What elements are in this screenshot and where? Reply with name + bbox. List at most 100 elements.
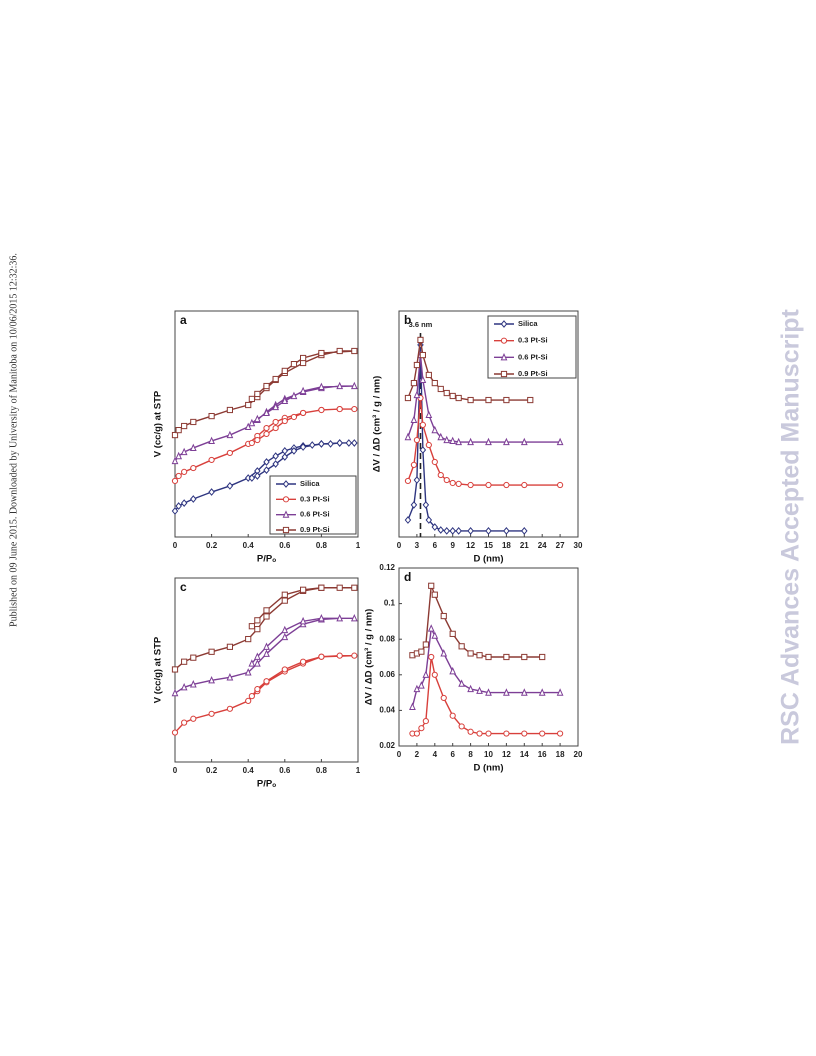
series-line [174, 350, 355, 436]
x-tick-label: 24 [538, 541, 547, 550]
marker [455, 480, 462, 487]
marker [175, 502, 182, 510]
marker [318, 440, 325, 448]
marker [443, 527, 450, 535]
side-note: Published on 09 June 2015. Downloaded by… [8, 253, 19, 627]
panel-label: c [180, 580, 187, 594]
series-line [407, 397, 561, 486]
marker [556, 688, 564, 696]
marker [190, 464, 197, 472]
marker [350, 613, 358, 622]
marker [431, 631, 439, 639]
marker [290, 391, 298, 400]
marker [318, 653, 325, 660]
x-tick-label: 14 [520, 750, 529, 759]
marker [253, 652, 261, 660]
marker [503, 688, 510, 696]
marker [557, 481, 564, 489]
x-tick-label: 0 [397, 750, 402, 759]
marker [419, 446, 427, 454]
marker [458, 643, 465, 650]
panel-label: b [404, 313, 411, 327]
marker [410, 415, 418, 424]
marker [427, 624, 435, 632]
marker [449, 436, 457, 445]
marker [226, 705, 233, 712]
marker [425, 516, 433, 524]
marker [467, 684, 474, 693]
marker [417, 336, 424, 344]
marker [485, 688, 492, 696]
x-tick-label: 1 [356, 541, 361, 550]
marker [281, 447, 289, 455]
legend-box [269, 475, 357, 535]
marker [503, 481, 510, 489]
marker [226, 643, 234, 650]
marker [428, 653, 435, 661]
marker [254, 436, 261, 444]
marker [318, 613, 325, 622]
marker [485, 396, 492, 404]
marker [556, 437, 564, 446]
marker [189, 443, 197, 452]
x-tick-label: 4 [433, 750, 438, 759]
marker [476, 652, 483, 659]
marker [254, 472, 261, 480]
marker [226, 673, 234, 681]
legend-label: Silica [518, 319, 538, 328]
marker [282, 480, 290, 488]
x-tick-label: 21 [520, 541, 529, 550]
marker [248, 439, 255, 447]
marker [263, 382, 270, 390]
marker [263, 607, 270, 614]
marker [300, 586, 307, 593]
marker [300, 359, 307, 367]
marker [253, 414, 261, 423]
marker [171, 477, 179, 485]
marker [263, 458, 270, 466]
legend-label: 0.9 Pt-Si [518, 369, 548, 378]
marker [171, 729, 179, 736]
x-tick-label: 0.6 [279, 766, 291, 775]
x-tick-label: 6 [450, 750, 455, 759]
marker [248, 693, 255, 700]
x-tick-label: 8 [468, 750, 473, 759]
marker [431, 591, 438, 598]
marker [336, 347, 343, 355]
x-tick-label: 1 [356, 766, 361, 775]
marker [336, 439, 343, 447]
marker [180, 447, 188, 456]
panel-label: a [180, 313, 187, 327]
marker [467, 437, 474, 446]
marker [336, 613, 344, 622]
legend-label: 0.6 Pt-Si [300, 510, 330, 519]
marker [272, 375, 279, 383]
x-tick-label: 0.2 [206, 541, 218, 550]
marker [443, 435, 451, 444]
marker [300, 409, 307, 417]
marker [410, 461, 418, 469]
marker [308, 441, 316, 449]
x-tick-label: 0 [173, 541, 178, 550]
marker [263, 430, 270, 438]
marker [226, 430, 234, 439]
marker [336, 584, 343, 591]
marker [467, 728, 474, 735]
marker [254, 626, 261, 633]
marker [455, 394, 462, 402]
marker [318, 382, 325, 391]
x-tick-label: 16 [538, 750, 547, 759]
marker [254, 686, 261, 693]
marker [351, 652, 358, 659]
watermark: RSC Advances Accepted Manuscript [777, 308, 805, 744]
marker [413, 684, 421, 693]
marker [503, 527, 510, 535]
marker [485, 730, 492, 737]
marker [425, 371, 432, 379]
marker [189, 680, 197, 688]
marker [422, 670, 430, 678]
y-axis-label: V (cc/g) at STP [153, 636, 164, 703]
marker [440, 612, 447, 620]
series-line [411, 626, 561, 708]
